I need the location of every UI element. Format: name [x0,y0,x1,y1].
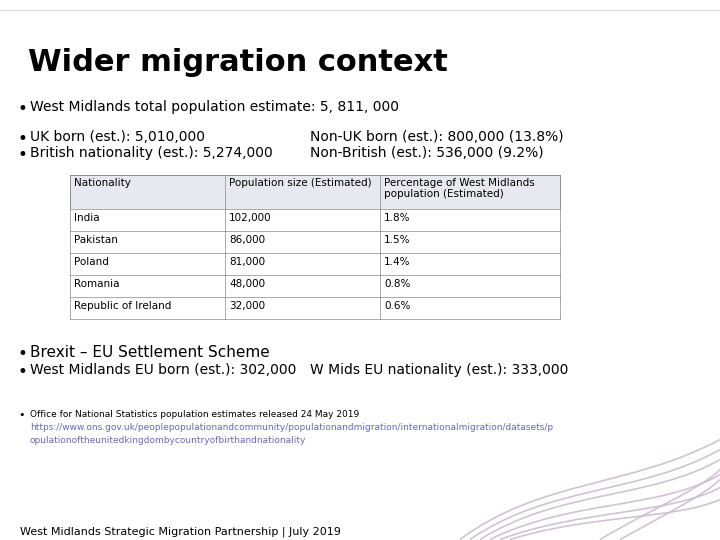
FancyBboxPatch shape [70,231,560,253]
Text: •: • [18,146,28,164]
Text: 1.5%: 1.5% [384,235,410,245]
Text: https://www.ons.gov.uk/peoplepopulationandcommunity/populationandmigration/inter: https://www.ons.gov.uk/peoplepopulationa… [30,423,553,431]
Text: •: • [18,130,28,148]
Text: West Midlands EU born (est.): 302,000: West Midlands EU born (est.): 302,000 [30,363,297,377]
Text: 48,000: 48,000 [229,279,265,289]
Text: UK born (est.): 5,010,000: UK born (est.): 5,010,000 [30,130,205,144]
Text: India: India [74,213,99,223]
Text: British nationality (est.): 5,274,000: British nationality (est.): 5,274,000 [30,146,273,160]
Text: 0.6%: 0.6% [384,301,410,310]
Text: •: • [18,363,28,381]
Text: •: • [18,410,24,420]
Text: 81,000: 81,000 [229,256,265,267]
FancyBboxPatch shape [70,253,560,275]
Text: Population size (Estimated): Population size (Estimated) [229,178,372,188]
Text: 32,000: 32,000 [229,301,265,310]
FancyBboxPatch shape [70,209,560,231]
Text: Nationality: Nationality [74,178,131,188]
FancyBboxPatch shape [70,175,560,209]
FancyBboxPatch shape [70,297,560,319]
Text: W Mids EU nationality (est.): 333,000: W Mids EU nationality (est.): 333,000 [310,363,568,377]
Text: Poland: Poland [74,256,109,267]
Text: Percentage of West Midlands
population (Estimated): Percentage of West Midlands population (… [384,178,535,199]
Text: West Midlands total population estimate: 5, 811, 000: West Midlands total population estimate:… [30,100,399,114]
Text: Brexit – EU Settlement Scheme: Brexit – EU Settlement Scheme [30,345,270,360]
Text: Wider migration context: Wider migration context [28,48,448,77]
Text: opulationoftheunitedkingdombycountryofbirthandnationality: opulationoftheunitedkingdombycountryofbi… [30,436,307,444]
Text: Non-British (est.): 536,000 (9.2%): Non-British (est.): 536,000 (9.2%) [310,146,544,160]
Text: Republic of Ireland: Republic of Ireland [74,301,171,310]
Text: Office for National Statistics population estimates released 24 May 2019: Office for National Statistics populatio… [30,410,359,418]
Text: 0.8%: 0.8% [384,279,410,289]
Text: •: • [18,100,28,118]
Text: 102,000: 102,000 [229,213,271,223]
Text: Pakistan: Pakistan [74,235,118,245]
FancyBboxPatch shape [70,275,560,297]
Text: •: • [18,345,28,363]
Text: 1.4%: 1.4% [384,256,410,267]
Text: Non-UK born (est.): 800,000 (13.8%): Non-UK born (est.): 800,000 (13.8%) [310,130,564,144]
Text: West Midlands Strategic Migration Partnership | July 2019: West Midlands Strategic Migration Partne… [20,526,341,537]
Text: 86,000: 86,000 [229,235,265,245]
Text: 1.8%: 1.8% [384,213,410,223]
Text: Romania: Romania [74,279,120,289]
